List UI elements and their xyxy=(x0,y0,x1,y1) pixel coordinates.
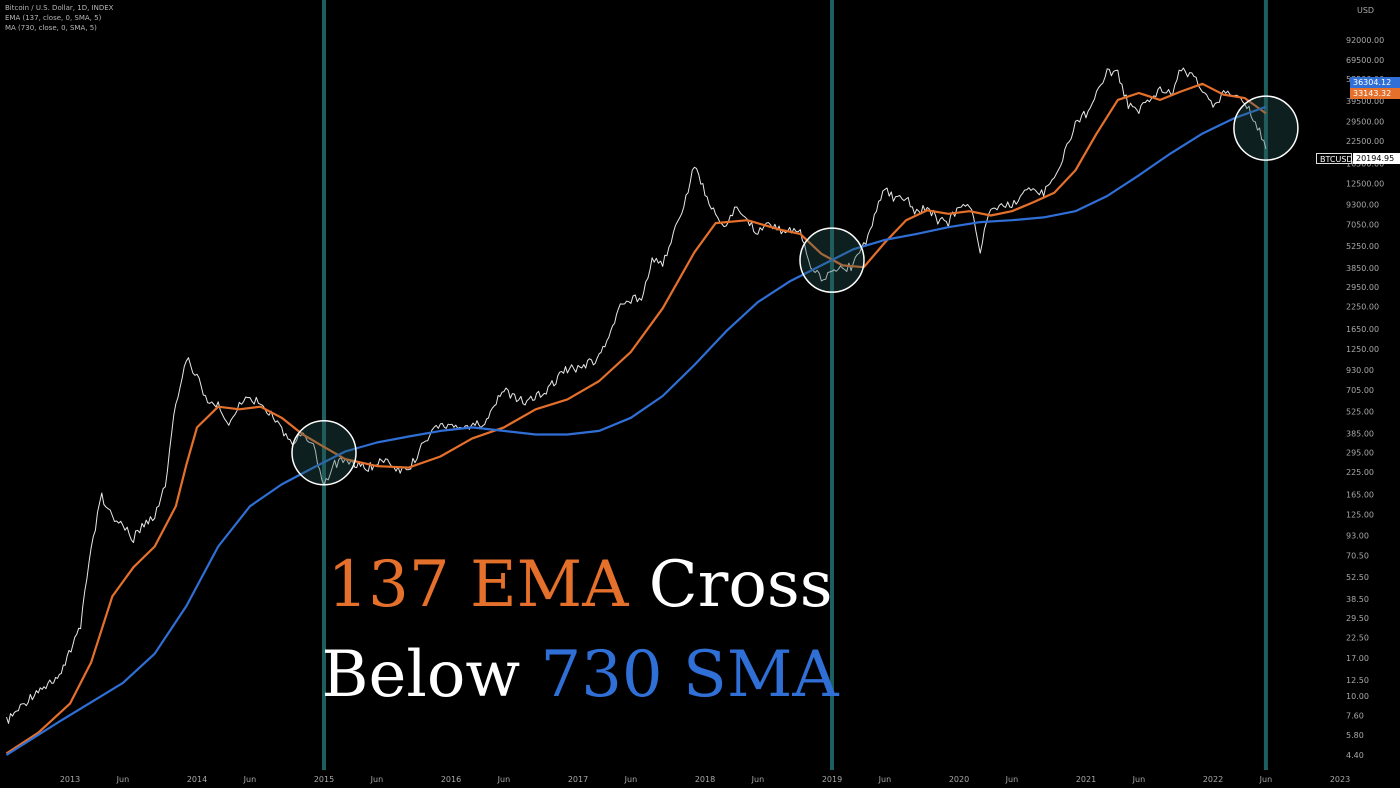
cross-marker-lines xyxy=(322,0,1268,770)
cross-circles xyxy=(291,95,1299,486)
y-tick-label: 3850.00 xyxy=(1346,264,1379,273)
chart-series xyxy=(5,67,1267,756)
y-tick-label: 2250.00 xyxy=(1346,303,1379,312)
overlay-below-text: Below xyxy=(321,638,521,712)
y-tick-label: 10.00 xyxy=(1346,692,1369,701)
x-tick-label: 2015 xyxy=(314,775,334,784)
y-tick-label: 22.50 xyxy=(1346,634,1369,643)
x-tick-label: 2017 xyxy=(568,775,588,784)
y-axis-unit: USD xyxy=(1357,6,1375,15)
y-tick-label: 29.50 xyxy=(1346,614,1369,623)
y-tick-label: 16500.00 xyxy=(1346,160,1384,169)
x-tick-label: 2018 xyxy=(695,775,715,784)
y-tick-label: 22500.00 xyxy=(1346,137,1384,146)
x-axis: 2013 Jun 2014 Jun 2015 Jun 2016 Jun 2017 Jun 2018 J… xyxy=(60,775,1350,784)
x-tick-label: Jun xyxy=(878,775,892,784)
x-tick-label: Jun xyxy=(751,775,765,784)
y-tick-label: 1250.00 xyxy=(1346,345,1379,354)
x-tick-label: 2016 xyxy=(441,775,461,784)
x-tick-label: 2019 xyxy=(822,775,842,784)
sma-line xyxy=(5,105,1267,756)
y-tick-label: 705.00 xyxy=(1346,386,1374,395)
y-tick-label: 93.00 xyxy=(1346,532,1369,541)
cross-circle-2 xyxy=(799,227,865,293)
y-tick-label: 5.80 xyxy=(1346,731,1364,740)
legend-symbol: Bitcoin / U.S. Dollar, 1D, INDEX xyxy=(5,4,114,12)
sma-price-tag[interactable]: 36304.12 xyxy=(1350,77,1400,88)
y-tick-label: 12.50 xyxy=(1346,676,1369,685)
y-tick-label: 7050.00 xyxy=(1346,221,1379,230)
y-axis: 92000.0069500.0053500.0039500.0029500.00… xyxy=(1346,36,1384,760)
y-tick-label: 69500.00 xyxy=(1346,56,1384,65)
chart-legend: Bitcoin / U.S. Dollar, 1D, INDEX EMA (13… xyxy=(5,3,113,33)
y-tick-label: 17.00 xyxy=(1346,654,1369,663)
overlay-cross-text: Cross xyxy=(648,548,833,622)
price-line xyxy=(6,67,1267,724)
cross-circle-3 xyxy=(1233,95,1299,161)
y-tick-label: 92000.00 xyxy=(1346,36,1384,45)
x-tick-label: Jun xyxy=(370,775,384,784)
x-tick-label: 2023 xyxy=(1330,775,1350,784)
y-tick-label: 5250.00 xyxy=(1346,242,1379,251)
x-tick-label: 2014 xyxy=(187,775,207,784)
y-tick-label: 12500.00 xyxy=(1346,179,1384,188)
ema-line xyxy=(5,82,1267,755)
legend-ma: MA (730, close, 0, SMA, 5) xyxy=(5,24,97,32)
y-tick-label: 225.00 xyxy=(1346,468,1374,477)
overlay-line-2: Below 730 SMA xyxy=(180,643,980,707)
y-tick-label: 295.00 xyxy=(1346,449,1374,458)
symbol-tag: BTCUSD xyxy=(1316,153,1353,164)
x-tick-label: Jun xyxy=(624,775,638,784)
ema-price-tag[interactable]: 33143.32 xyxy=(1350,88,1400,99)
y-tick-label: 525.00 xyxy=(1346,407,1374,416)
overlay-line-1: 137 EMA Cross xyxy=(180,553,980,617)
y-tick-label: 2950.00 xyxy=(1346,283,1379,292)
x-tick-label: 2021 xyxy=(1076,775,1096,784)
overlay-ema-text: 137 EMA xyxy=(327,548,629,622)
x-tick-label: 2013 xyxy=(60,775,80,784)
y-tick-label: 385.00 xyxy=(1346,430,1374,439)
x-tick-label: Jun xyxy=(116,775,130,784)
y-tick-label: 1650.00 xyxy=(1346,325,1379,334)
y-tick-label: 38.50 xyxy=(1346,595,1369,604)
x-tick-label: Jun xyxy=(1132,775,1146,784)
last-price-tag[interactable]: 20194.95 xyxy=(1353,153,1400,164)
y-tick-label: 165.00 xyxy=(1346,491,1374,500)
x-tick-label: 2022 xyxy=(1203,775,1223,784)
x-tick-label: Jun xyxy=(1259,775,1273,784)
x-tick-label: 2020 xyxy=(949,775,969,784)
y-tick-label: 4.40 xyxy=(1346,751,1364,760)
y-tick-label: 125.00 xyxy=(1346,510,1374,519)
x-tick-label: Jun xyxy=(497,775,511,784)
x-tick-label: Jun xyxy=(1005,775,1019,784)
y-tick-label: 52.50 xyxy=(1346,573,1369,582)
y-tick-label: 39500.00 xyxy=(1346,97,1384,106)
x-tick-label: Jun xyxy=(243,775,257,784)
y-tick-label: 7.60 xyxy=(1346,712,1364,721)
overlay-sma-text: 730 SMA xyxy=(540,638,839,712)
legend-ema: EMA (137, close, 0, SMA, 5) xyxy=(5,14,102,22)
y-tick-label: 930.00 xyxy=(1346,366,1374,375)
y-tick-label: 70.50 xyxy=(1346,552,1369,561)
cross-circle-1 xyxy=(291,419,357,486)
y-tick-label: 29500.00 xyxy=(1346,118,1384,127)
y-tick-label: 9300.00 xyxy=(1346,201,1379,210)
